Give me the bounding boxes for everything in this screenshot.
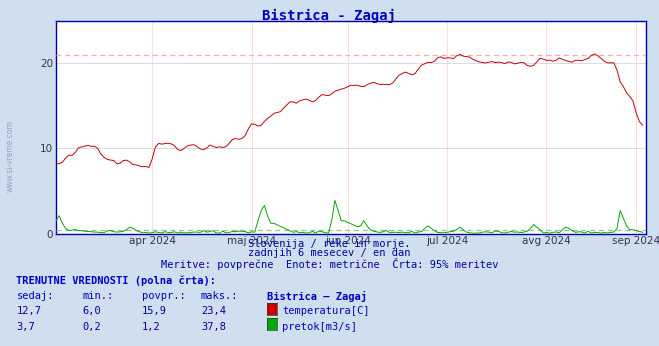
Text: 6,0: 6,0 (82, 306, 101, 316)
Text: 15,9: 15,9 (142, 306, 167, 316)
Text: Bistrica – Zagaj: Bistrica – Zagaj (267, 291, 367, 302)
Text: sedaj:: sedaj: (16, 291, 54, 301)
Text: Slovenija / reke in morje.: Slovenija / reke in morje. (248, 239, 411, 249)
Text: 37,8: 37,8 (201, 322, 226, 333)
Text: Meritve: povprečne  Enote: metrične  Črta: 95% meritev: Meritve: povprečne Enote: metrične Črta:… (161, 258, 498, 270)
Text: 3,7: 3,7 (16, 322, 35, 333)
Text: 12,7: 12,7 (16, 306, 42, 316)
Text: pretok[m3/s]: pretok[m3/s] (282, 322, 357, 333)
Text: min.:: min.: (82, 291, 113, 301)
Text: maks.:: maks.: (201, 291, 239, 301)
Text: temperatura[C]: temperatura[C] (282, 306, 370, 316)
Text: povpr.:: povpr.: (142, 291, 185, 301)
Text: 0,2: 0,2 (82, 322, 101, 333)
Text: TRENUTNE VREDNOSTI (polna črta):: TRENUTNE VREDNOSTI (polna črta): (16, 275, 216, 285)
Text: zadnjih 6 mesecev / en dan: zadnjih 6 mesecev / en dan (248, 248, 411, 258)
Text: 23,4: 23,4 (201, 306, 226, 316)
Text: 1,2: 1,2 (142, 322, 160, 333)
Text: Bistrica - Zagaj: Bistrica - Zagaj (262, 9, 397, 23)
Text: www.si-vreme.com: www.si-vreme.com (5, 120, 14, 192)
